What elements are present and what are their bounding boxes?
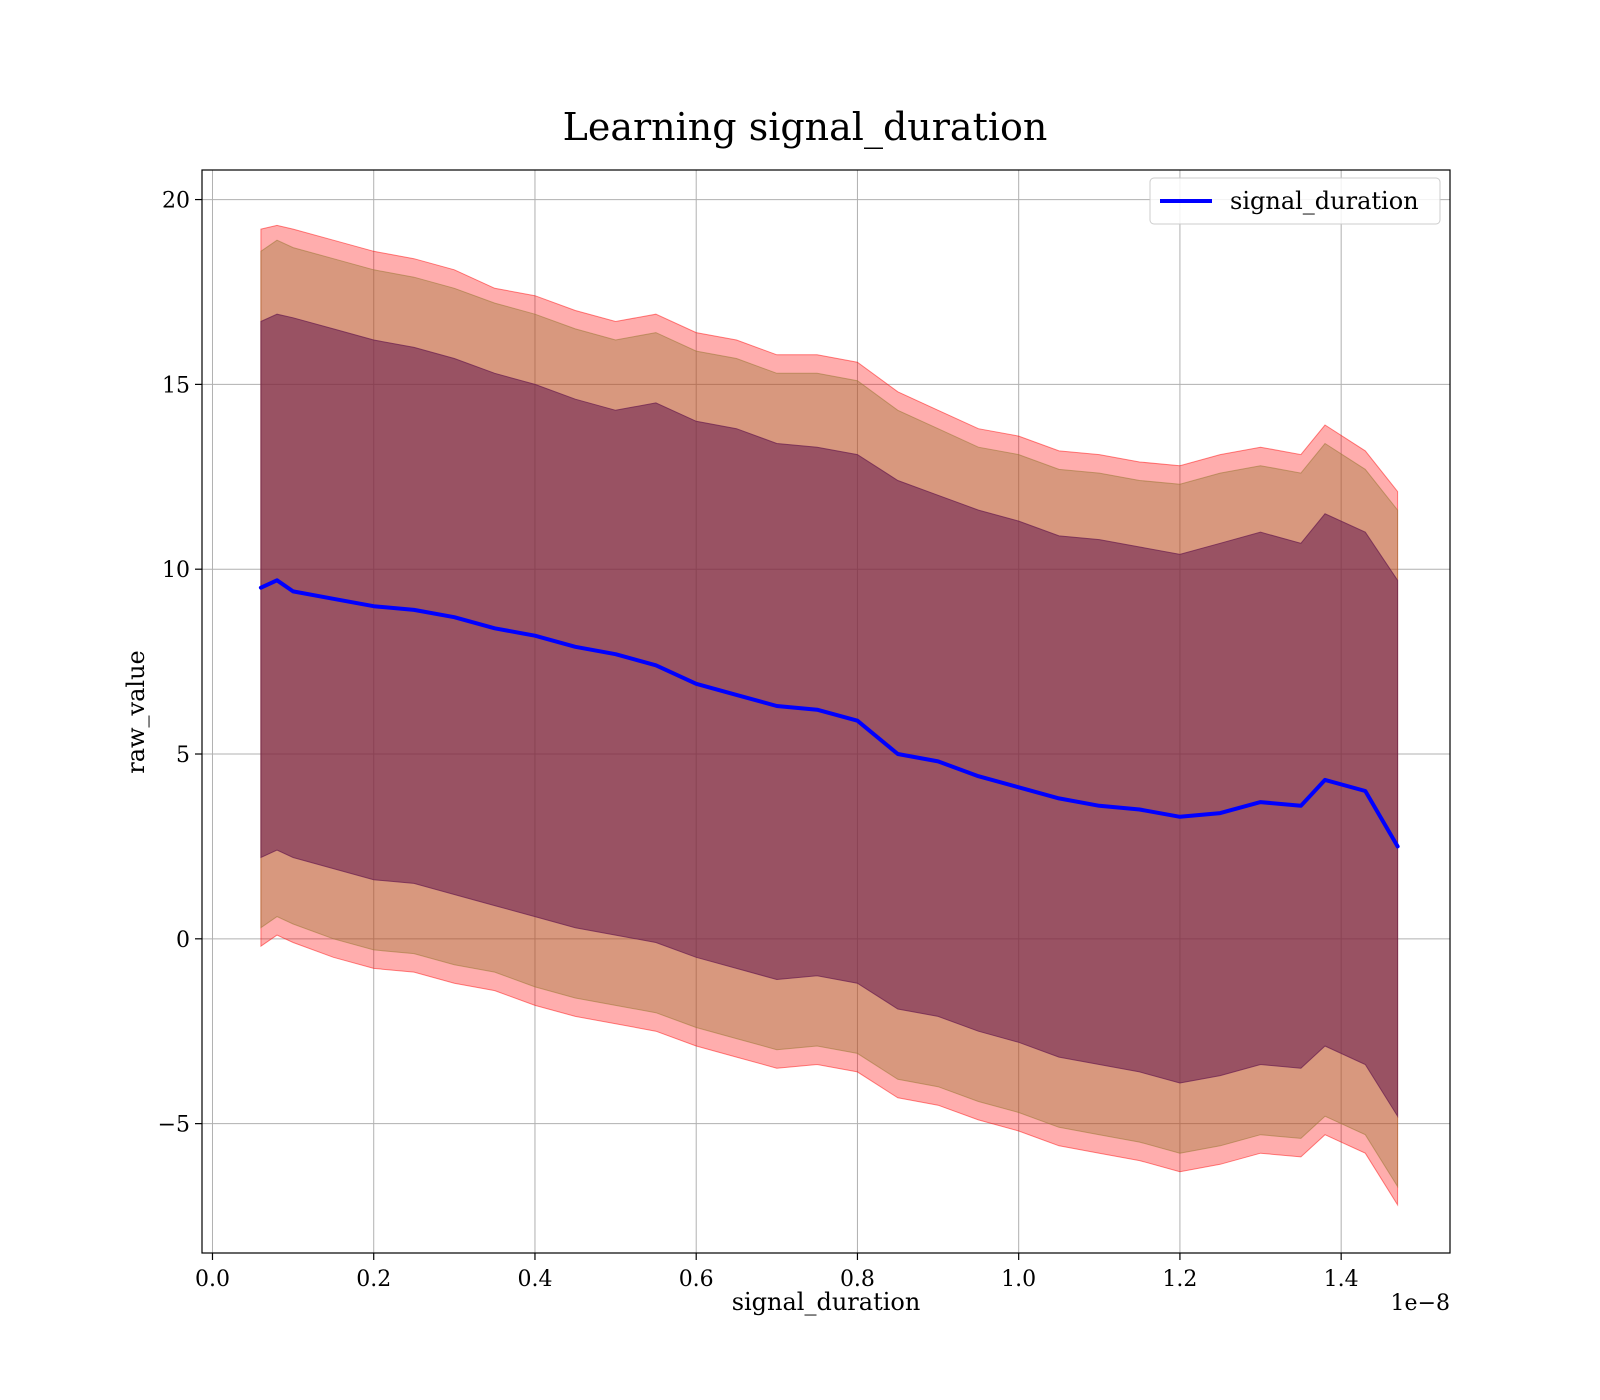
y-tick-label: 5: [176, 743, 190, 768]
y-tick-label: 20: [162, 189, 190, 214]
y-tick-label: −5: [158, 1113, 190, 1138]
x-axis-ticks: 0.0 0.2 0.4 0.6 0.8 1.0 1.2 1.4: [195, 1253, 1359, 1292]
y-axis-label: raw_value: [122, 650, 150, 774]
bands: [260, 224, 1399, 1207]
y-tick-label: 15: [162, 373, 190, 398]
legend: signal_duration: [1149, 177, 1441, 225]
y-tick-label: 0: [176, 928, 190, 953]
x-tick-label: 0.8: [840, 1267, 875, 1292]
series-line-signal_duration: [258, 578, 1400, 849]
x-tick-label: 1.0: [1001, 1267, 1036, 1292]
x-tick-label: 0.2: [356, 1267, 391, 1292]
x-tick-label: 1.2: [1162, 1267, 1197, 1292]
series-lines: [258, 578, 1400, 849]
x-tick-label: 0.4: [517, 1267, 552, 1292]
legend-label: signal_duration: [1230, 187, 1419, 215]
chart-title: Learning signal_duration: [563, 105, 1048, 150]
x-tick-label: 0.6: [679, 1267, 714, 1292]
confidence-band: [260, 313, 1399, 1118]
y-axis-ticks: −5 0 5 10 15 20: [158, 189, 202, 1138]
plot-frame: [201, 169, 1451, 1254]
x-axis-label: signal_duration: [732, 1288, 921, 1316]
legend-box: [1149, 177, 1441, 225]
x-tick-label: 1.4: [1324, 1267, 1359, 1292]
y-tick-label: 10: [162, 558, 190, 583]
x-offset-text: 1e−8: [1391, 1291, 1450, 1316]
x-tick-label: 0.0: [195, 1267, 230, 1292]
